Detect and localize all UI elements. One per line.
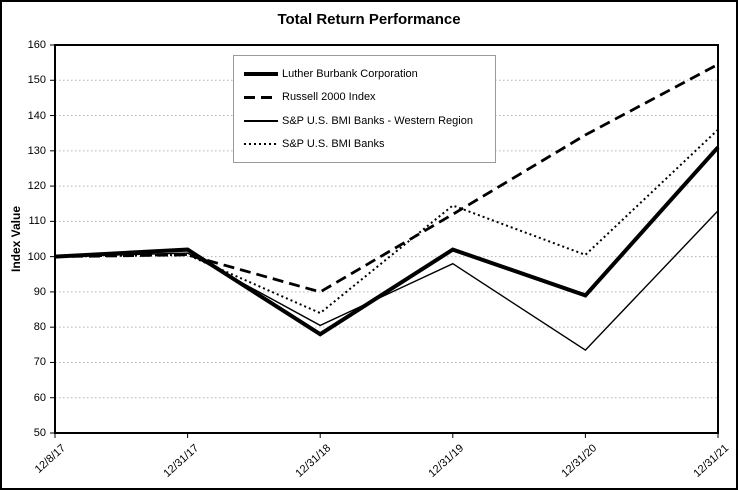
legend-line-sample-solid-thick — [244, 71, 278, 76]
legend-label: Russell 2000 Index — [282, 91, 376, 104]
plot-border — [54, 44, 719, 434]
legend-line-sample-dotted — [244, 143, 278, 146]
y-tick-label: 150 — [27, 74, 46, 87]
y-tick-label: 90 — [33, 285, 46, 298]
series-line-s-p-u-s-bmi-banks-western-region — [54, 210, 719, 352]
y-tick-label: 70 — [33, 356, 46, 369]
legend-label: Luther Burbank Corporation — [282, 67, 418, 80]
chart-title: Total Return Performance — [277, 11, 461, 28]
series-line-luther-burbank-corporation — [54, 145, 720, 337]
y-tick-label: 100 — [27, 250, 46, 263]
y-tick-label: 110 — [28, 215, 46, 228]
y-tick-label: 80 — [33, 321, 46, 334]
legend-label: S&P U.S. BMI Banks — [282, 138, 385, 151]
series-line-russell-2000-index — [54, 63, 719, 294]
legend-item: Russell 2000 Index — [244, 91, 485, 103]
y-tick-label: 160 — [27, 39, 46, 51]
legend-line-sample-dashed — [244, 95, 278, 99]
y-tick-label: 140 — [27, 109, 46, 122]
legend-item: S&P U.S. BMI Banks — [244, 138, 485, 150]
legend-item: Luther Burbank Corporation — [244, 68, 485, 80]
y-tick-label: 60 — [33, 391, 46, 404]
legend-item: S&P U.S. BMI Banks - Western Region — [244, 115, 485, 127]
legend-line-sample-solid-thin — [244, 120, 278, 122]
legend-label: S&P U.S. BMI Banks - Western Region — [282, 114, 473, 127]
legend: Luther Burbank Corporation Russell 2000 … — [233, 55, 496, 163]
y-tick-label: 120 — [27, 180, 46, 193]
y-tick-label: 50 — [33, 427, 46, 439]
y-tick-label: 130 — [27, 144, 46, 157]
